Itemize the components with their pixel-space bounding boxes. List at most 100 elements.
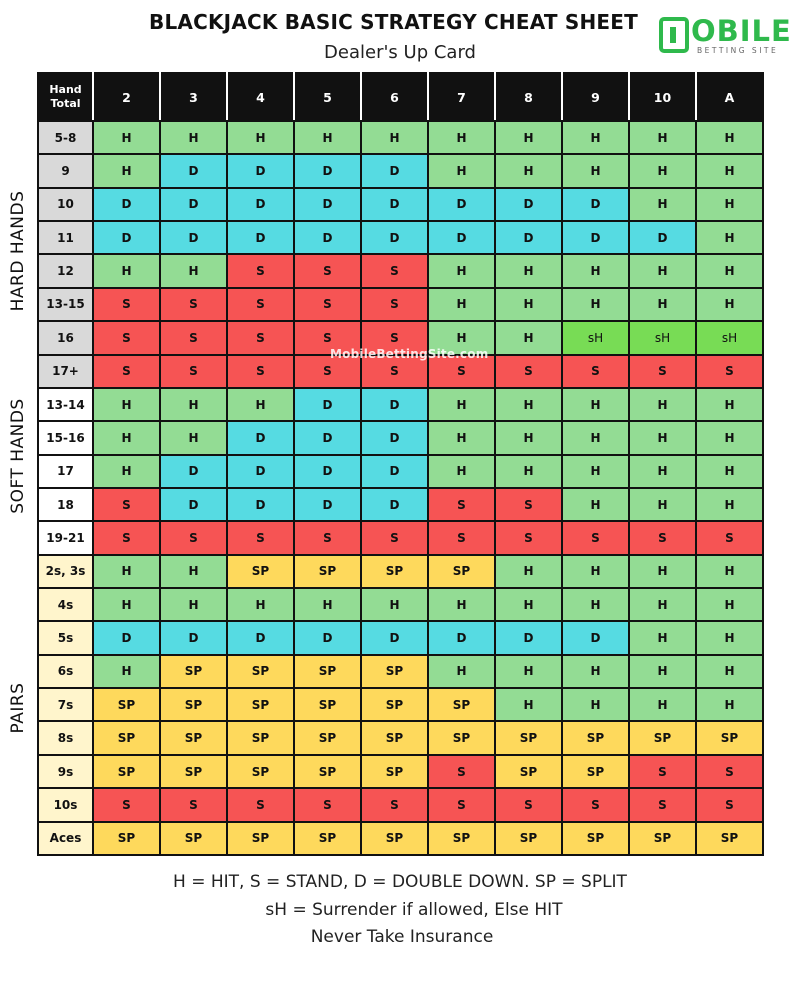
table-row: 10 D D D D D D D D H H	[37, 186, 764, 223]
legend-line-actions: H = HIT, S = STAND, D = DOUBLE DOWN. SP …	[173, 872, 627, 892]
action-cell: S	[628, 353, 697, 389]
hand-total-cell: 4s	[37, 587, 94, 623]
action-cell: S	[293, 353, 362, 389]
action-cell: H	[561, 553, 630, 590]
action-cell: SP	[360, 753, 429, 790]
page-subtitle: Dealer's Up Card	[324, 42, 476, 63]
action-cell: SP	[695, 820, 764, 857]
dealer-card-header: 6	[360, 72, 429, 122]
action-cell: D	[293, 453, 362, 489]
table-row: 17 H D D D D H H H H H	[37, 453, 764, 489]
action-cell: SP	[226, 753, 295, 790]
page-title: BLACKJACK BASIC STRATEGY CHEAT SHEET	[149, 10, 638, 34]
action-cell: D	[159, 453, 228, 489]
action-cell: S	[561, 787, 630, 823]
action-cell: H	[628, 186, 697, 223]
action-cell: SP	[226, 687, 295, 723]
action-cell: S	[427, 486, 496, 523]
table-row: 17+ S S S S S S S S S S	[37, 353, 764, 389]
action-cell: H	[360, 119, 429, 156]
table-row: 7s SP SP SP SP SP SP H H H H	[37, 687, 764, 723]
action-cell: D	[494, 186, 563, 223]
action-cell: S	[494, 787, 563, 823]
action-cell: H	[159, 587, 228, 623]
hand-total-cell: 9	[37, 153, 94, 189]
action-cell: H	[561, 286, 630, 323]
action-cell: S	[695, 353, 764, 389]
table-row: 5s D D D D D D D D H H	[37, 620, 764, 656]
action-cell: D	[159, 220, 228, 256]
action-cell: D	[561, 220, 630, 256]
table-row: 10s S S S S S S S S S S	[37, 787, 764, 823]
action-cell: H	[159, 253, 228, 289]
hand-total-cell: 17	[37, 453, 94, 489]
action-cell: D	[360, 453, 429, 489]
action-cell: S	[427, 753, 496, 790]
action-cell: H	[695, 386, 764, 423]
action-cell: SP	[159, 687, 228, 723]
action-cell: H	[695, 687, 764, 723]
dealer-card-header: 8	[494, 72, 563, 122]
action-cell: D	[293, 420, 362, 456]
action-cell: H	[695, 253, 764, 289]
action-cell: S	[92, 353, 161, 389]
action-cell: D	[92, 620, 161, 656]
action-cell: H	[628, 253, 697, 289]
hand-total-cell: 10s	[37, 787, 94, 823]
action-cell: H	[695, 486, 764, 523]
hand-total-header-line1: Hand	[49, 83, 82, 96]
action-cell: H	[561, 119, 630, 156]
action-cell: H	[159, 386, 228, 423]
action-cell: S	[92, 286, 161, 323]
action-cell: H	[494, 587, 563, 623]
action-cell: SP	[427, 687, 496, 723]
action-cell: D	[293, 486, 362, 523]
hand-total-cell: 11	[37, 220, 94, 256]
action-cell: D	[92, 220, 161, 256]
action-cell: H	[92, 253, 161, 289]
action-cell: SP	[360, 653, 429, 690]
action-cell: H	[92, 420, 161, 456]
action-cell: D	[494, 620, 563, 656]
hand-total-cell: 2s, 3s	[37, 553, 94, 590]
action-cell: SP	[293, 720, 362, 756]
action-cell: H	[628, 453, 697, 489]
action-cell: H	[226, 119, 295, 156]
action-cell: S	[494, 486, 563, 523]
action-cell: H	[628, 553, 697, 590]
action-cell: SP	[628, 720, 697, 756]
action-cell: S	[92, 787, 161, 823]
action-cell: S	[226, 787, 295, 823]
action-cell: SP	[293, 753, 362, 790]
action-cell: SP	[226, 553, 295, 590]
action-cell: H	[628, 420, 697, 456]
action-cell: SP	[226, 820, 295, 857]
action-cell: D	[561, 620, 630, 656]
table-row: 15-16 H H D D D H H H H H	[37, 420, 764, 456]
table-row: 13-15 S S S S S H H H H H	[37, 286, 764, 323]
action-cell: H	[628, 286, 697, 323]
action-cell: S	[628, 787, 697, 823]
action-cell: D	[360, 420, 429, 456]
brand-logo: OBILE BETTING SITE	[659, 15, 791, 57]
action-cell: H	[628, 119, 697, 156]
action-cell: H	[427, 420, 496, 456]
action-cell: H	[695, 620, 764, 656]
action-cell: D	[226, 186, 295, 223]
action-cell: D	[427, 186, 496, 223]
action-cell: SP	[293, 653, 362, 690]
action-cell: S	[427, 353, 496, 389]
action-cell: SP	[226, 653, 295, 690]
action-cell: D	[628, 220, 697, 256]
action-cell: H	[427, 386, 496, 423]
action-cell: H	[695, 286, 764, 323]
action-cell: H	[427, 119, 496, 156]
action-cell: H	[226, 386, 295, 423]
dealer-card-header: 10	[628, 72, 697, 122]
action-cell: H	[427, 653, 496, 690]
hand-total-cell: 13-15	[37, 286, 94, 323]
logo-wordmark: OBILE	[691, 14, 792, 48]
action-cell: SP	[561, 720, 630, 756]
action-cell: H	[628, 386, 697, 423]
action-cell: S	[226, 253, 295, 289]
